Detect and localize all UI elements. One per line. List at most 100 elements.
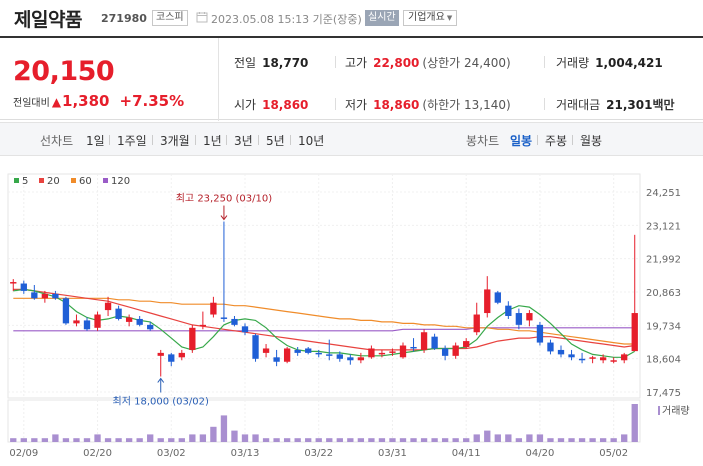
volume-bar — [94, 434, 101, 442]
stat-high: 고가 22,800 (상한가 24,400) — [345, 54, 511, 71]
tab-1-week[interactable]: 1주일 — [117, 134, 147, 148]
tab-line-chart: 선차트 — [40, 134, 74, 148]
divider — [537, 135, 538, 145]
volume-bar — [347, 438, 354, 442]
tab-daily[interactable]: 일봉 — [510, 134, 533, 148]
divider — [218, 38, 219, 121]
stat-label: 전일 — [234, 56, 257, 70]
tab-candle-chart: 봉차트 — [466, 134, 500, 148]
candle-body — [125, 317, 133, 322]
stat-value: 18,860 — [262, 98, 309, 112]
candle-body — [147, 324, 154, 330]
candle-body — [115, 308, 122, 319]
candle-body — [294, 349, 301, 353]
volume-bar — [168, 438, 175, 442]
divider — [544, 98, 545, 110]
candle-body — [326, 354, 333, 356]
volume-bar — [536, 434, 544, 442]
stat-open: 시가 18,860 — [234, 96, 308, 113]
volume-frame — [7, 399, 641, 443]
change-row: 전일대비 ▲ 1,380 +7.35% — [13, 92, 184, 110]
tab-10-years[interactable]: 10년 — [298, 134, 325, 148]
chart-period-tabs: 선차트 1일 1주일 3개월 1년 3년 5년 10년 봉차트 일봉 주봉 월봉 — [0, 122, 703, 156]
candle-body — [62, 298, 70, 324]
candle-body — [599, 357, 607, 361]
candle-body — [568, 354, 575, 358]
legend-label: 5 — [22, 176, 28, 187]
stat-value: 18,770 — [262, 56, 309, 70]
volume-bar — [378, 438, 386, 442]
divider — [290, 135, 291, 145]
candle-body — [220, 317, 228, 319]
volume-bar — [463, 438, 470, 442]
volume-bar — [315, 438, 322, 442]
candle-body — [104, 302, 112, 311]
candle-body — [283, 348, 291, 362]
candle-body — [136, 318, 143, 325]
realtime-badge: 실시간 — [365, 10, 399, 26]
candle-body — [378, 352, 386, 355]
volume-bar — [294, 438, 301, 442]
volume-bar — [241, 434, 249, 442]
candle-body — [52, 293, 59, 299]
volume-bar — [199, 434, 207, 442]
ma120-line — [13, 327, 635, 332]
candle-body — [157, 352, 164, 356]
ma60-line — [13, 297, 635, 345]
stat-label: 거래대금 — [556, 98, 601, 112]
ma5-line — [13, 288, 635, 358]
volume-bar — [20, 438, 27, 442]
change-label: 전일대비 — [13, 98, 50, 109]
candle-body — [484, 289, 491, 314]
volume-bar — [125, 438, 133, 442]
tab-1-year[interactable]: 1년 — [203, 134, 222, 148]
divider — [109, 135, 110, 145]
candle-body — [10, 282, 17, 284]
stat-value: 1,004,421 — [595, 56, 663, 70]
candle-body — [515, 313, 523, 325]
tab-5-years[interactable]: 5년 — [266, 134, 285, 148]
x-tick-label: 04/20 — [526, 448, 555, 459]
clock-icon — [196, 12, 208, 23]
tab-weekly[interactable]: 주봉 — [545, 134, 568, 148]
divider — [226, 135, 227, 145]
candle-body — [631, 313, 638, 352]
min-arrow-head — [157, 377, 165, 383]
divider — [335, 98, 336, 110]
tab-3-months[interactable]: 3개월 — [160, 134, 190, 148]
volume-bar — [389, 438, 396, 442]
tab-1-day[interactable]: 1일 — [86, 134, 105, 148]
volume-bar — [305, 438, 312, 442]
stat-value: 22,800 — [373, 56, 420, 70]
stock-name: 제일약품 — [14, 9, 82, 31]
stat-low: 저가 18,860 (하한가 13,140) — [345, 96, 511, 113]
volume-bar — [621, 434, 628, 442]
stat-label: 저가 — [345, 98, 368, 112]
market-badge: 코스피 — [152, 10, 188, 26]
candle-body — [578, 358, 586, 361]
volume-bar — [157, 438, 164, 442]
volume-bar — [505, 434, 512, 442]
stock-code: 271980 — [101, 12, 147, 25]
volume-bar — [336, 438, 343, 442]
tab-monthly[interactable]: 월봉 — [580, 134, 603, 148]
candle-body — [73, 320, 80, 324]
y-tick-label: 18,604 — [646, 355, 681, 366]
company-info-button[interactable]: 기업개요 ▼ — [403, 10, 458, 26]
tab-3-years[interactable]: 3년 — [234, 134, 253, 148]
candle-body — [547, 342, 554, 352]
volume-bar — [73, 438, 80, 442]
candle-body — [410, 346, 417, 349]
stat-unit: 백만 — [652, 98, 675, 112]
x-tick-label: 02/09 — [9, 448, 38, 459]
volume-bar — [420, 438, 428, 442]
divider — [544, 56, 545, 68]
stat-value: 18,860 — [373, 98, 420, 112]
volume-bar — [431, 438, 438, 442]
y-tick-label: 24,251 — [646, 188, 681, 199]
volume-bar — [231, 430, 238, 442]
candle-body — [189, 327, 196, 350]
candle-body — [526, 313, 533, 321]
candle-body — [557, 349, 565, 355]
current-price: 20,150 — [13, 56, 115, 87]
